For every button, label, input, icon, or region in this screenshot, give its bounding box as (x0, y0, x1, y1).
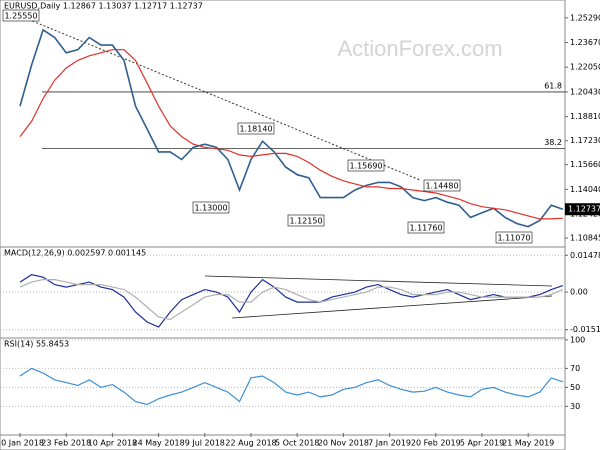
price-label: 1.12150 (289, 217, 322, 226)
y-tick-label: 1.22050 (570, 63, 600, 72)
x-tick-label: 23 Feb 2018 (41, 439, 91, 448)
y-tick-label: 1.23670 (570, 38, 600, 47)
series-line (19, 274, 564, 328)
y-tick-label: 0.014786 (570, 251, 600, 260)
x-tick-label: 5 Apr 2019 (460, 439, 504, 448)
last-price: 1.12737 (568, 205, 600, 214)
x-tick-label: 20 Feb 2019 (411, 439, 461, 448)
y-tick-label: 50 (570, 383, 580, 392)
x-tick-label: 9 Jul 2018 (185, 439, 225, 448)
y-tick-label: 100 (570, 335, 585, 344)
watermark: ActionForex.com (337, 36, 502, 61)
y-tick-label: 1.10845 (570, 234, 600, 243)
y-tick-label: 1.17230 (570, 136, 600, 145)
chart-title: EURUSD,Daily 1.12867 1.13037 1.12717 1.1… (4, 2, 203, 11)
x-tick-label: 21 May 2019 (502, 439, 554, 448)
price-label-box (495, 231, 533, 244)
fib-label: 61.8 (544, 81, 562, 90)
price-label: 1.25550 (4, 12, 37, 21)
y-tick-label: 30 (570, 402, 580, 411)
price-label: 1.18140 (239, 125, 272, 134)
price-label-box (347, 159, 385, 172)
y-tick-label: 1.14040 (570, 185, 600, 194)
series-line (19, 367, 564, 406)
series-line (19, 28, 564, 228)
x-tick-label: 22 Aug 2018 (225, 439, 276, 448)
last-price-box (565, 203, 600, 216)
macd-title: MACD(12,26,9) 0.002597 0.001145 (4, 249, 146, 258)
plot-frame (0, 0, 566, 450)
price-label-box (237, 122, 275, 135)
fib-label: 38.2 (544, 138, 562, 147)
y-tick-label: 1.18810 (570, 112, 600, 121)
x-tick-label: 10 Jan 2018 (0, 439, 44, 448)
price-label-box (423, 179, 461, 192)
price-label-box (192, 201, 230, 214)
x-tick-label: 10 Apr 2018 (88, 439, 137, 448)
y-tick-label: 1.20430 (570, 87, 600, 96)
y-tick-label: 1.25290 (570, 13, 600, 22)
price-label: 1.13000 (194, 204, 227, 213)
x-tick-label: 24 May 2018 (133, 439, 185, 448)
trendline (204, 275, 553, 287)
trendline (231, 295, 553, 319)
price-label-box (407, 221, 445, 234)
price-label: 1.14480 (425, 182, 458, 191)
price-label-box (287, 214, 325, 227)
x-tick-label: 20 Nov 2018 (318, 439, 369, 448)
trendline (24, 17, 421, 181)
y-tick-label: -0.015107 (570, 325, 600, 334)
price-label: 1.15690 (349, 162, 382, 171)
price-label: 1.11760 (409, 224, 442, 233)
series-line (19, 279, 564, 321)
y-tick-label: 70 (570, 364, 580, 373)
x-tick-label: 5 Oct 2018 (275, 439, 319, 448)
y-tick-label: 0.00 (570, 288, 588, 297)
y-tick-label: 1.15660 (570, 160, 600, 169)
x-tick-label: 7 Jan 2019 (368, 439, 411, 448)
rsi-title: RSI(14) 55.8453 (4, 340, 69, 349)
price-label: 1.11070 (497, 234, 530, 243)
price-label-box (2, 9, 40, 22)
series-line (19, 49, 563, 220)
